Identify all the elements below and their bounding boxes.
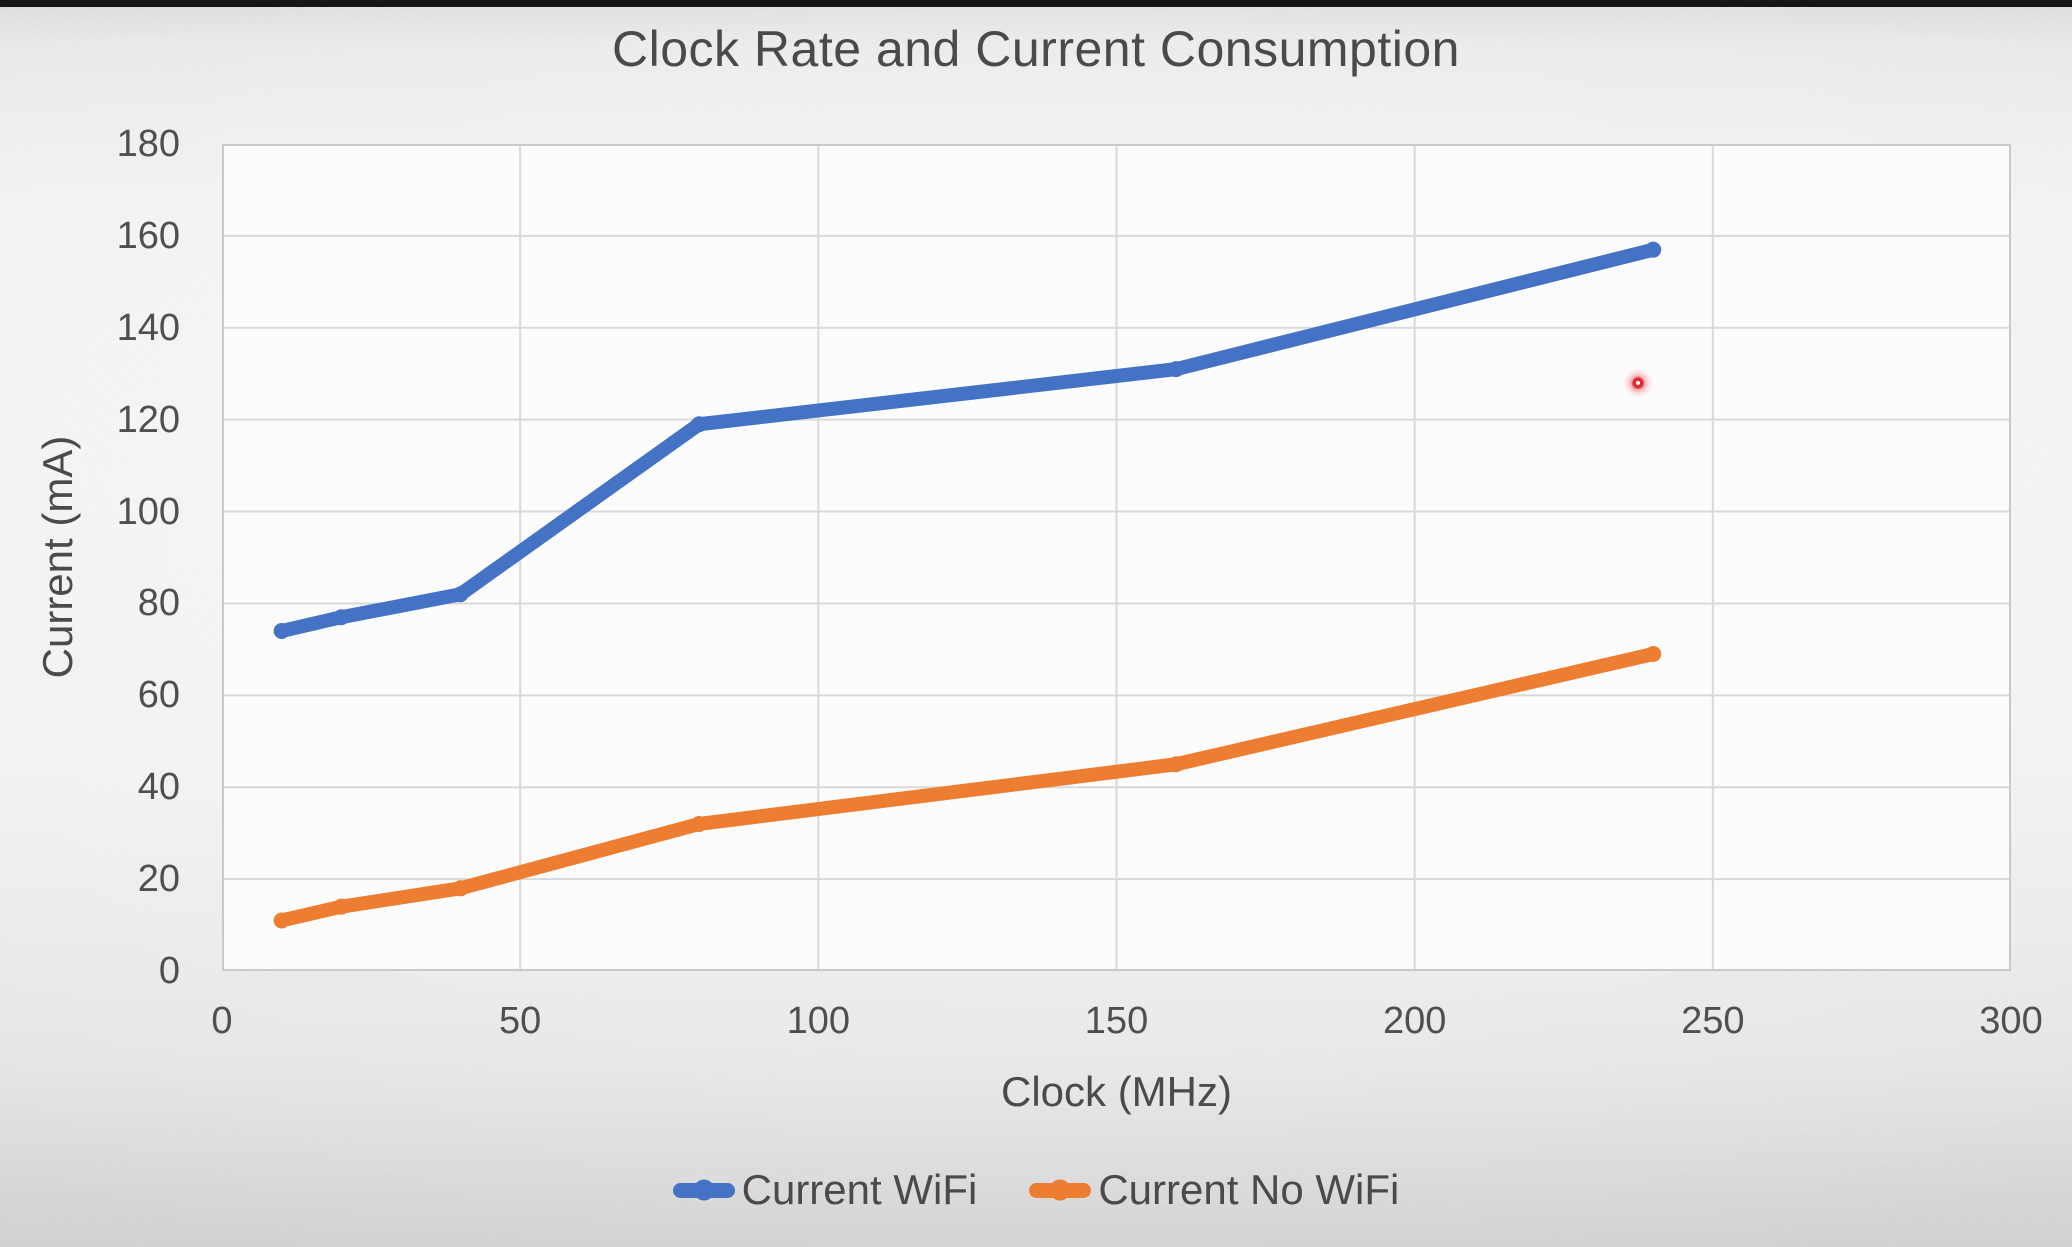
data-point-current-wifi	[691, 416, 708, 433]
y-tick-label: 160	[116, 214, 180, 257]
x-axis-title: Clock (MHz)	[1001, 1068, 1232, 1115]
legend-label: Current No WiFi	[1098, 1166, 1400, 1213]
x-tick-label: 50	[499, 1000, 542, 1042]
legend-item-current-wifi: Current WiFi	[672, 1166, 978, 1214]
x-tick-label: 0	[211, 1000, 233, 1042]
y-tick-label: 40	[137, 766, 180, 809]
plot-area	[222, 144, 2011, 971]
top-letterbox-bar	[0, 0, 2072, 7]
x-tick-label: 100	[786, 1000, 851, 1042]
plot-border	[222, 144, 2011, 971]
data-point-current-no-wifi	[333, 898, 350, 915]
chart-legend: Current WiFi Current No WiFi	[0, 1166, 2072, 1214]
data-point-current-wifi	[1168, 361, 1185, 378]
series-line-current-no-wifi	[274, 646, 1661, 928]
y-tick-label: 60	[137, 674, 180, 717]
data-point-current-no-wifi	[273, 912, 290, 929]
data-point-current-wifi	[273, 623, 290, 640]
laser-pointer-dot	[1615, 359, 1662, 406]
x-tick-label: 200	[1382, 1000, 1447, 1042]
y-tick-label: 120	[116, 398, 180, 441]
y-tick-label: 180	[116, 123, 180, 165]
y-tick-label: 20	[137, 858, 180, 901]
series-line-current-wifi	[274, 242, 1661, 639]
y-tick-label: 100	[116, 490, 180, 533]
data-point-current-wifi	[1645, 241, 1662, 258]
x-tick-label: 250	[1681, 1000, 1745, 1042]
y-tick-label: 0	[158, 950, 180, 992]
data-point-current-no-wifi	[452, 880, 469, 897]
data-point-current-no-wifi	[691, 815, 708, 832]
legend-label: Current WiFi	[741, 1166, 978, 1213]
data-point-current-no-wifi	[1645, 645, 1662, 662]
data-point-current-wifi	[452, 586, 469, 603]
chart-canvas	[222, 144, 2011, 971]
chart-title: Clock Rate and Current Consumption	[612, 21, 1460, 77]
legend-item-current-no-wifi: Current No WiFi	[1029, 1166, 1399, 1214]
x-tick-label: 300	[1979, 1000, 2043, 1042]
x-tick-label: 150	[1084, 1000, 1149, 1042]
data-point-current-no-wifi	[1168, 756, 1185, 773]
y-axis-title: Current (mA)	[34, 435, 81, 679]
legend-swatch-current-wifi	[672, 1182, 735, 1198]
y-tick-label: 140	[116, 306, 180, 349]
y-tick-label: 80	[137, 582, 180, 625]
legend-swatch-current-no-wifi	[1029, 1182, 1092, 1198]
data-point-current-wifi	[333, 609, 350, 626]
